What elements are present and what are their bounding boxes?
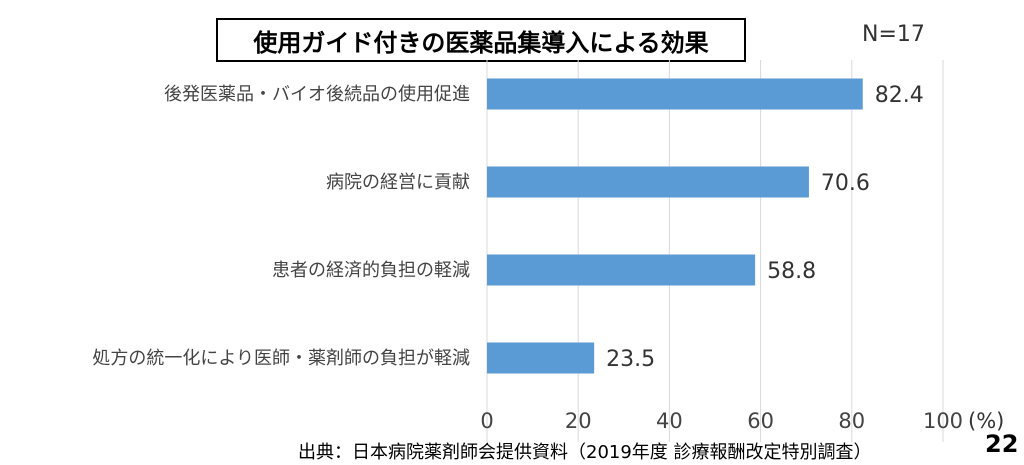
x-tick-label: 20: [565, 409, 592, 433]
x-tick-label: 100: [923, 409, 963, 433]
x-tick-label: 60: [747, 409, 774, 433]
x-unit-label: (%): [968, 409, 1004, 433]
x-tick-label: 80: [838, 409, 865, 433]
bar: [487, 78, 863, 110]
data-label: 58.8: [767, 259, 816, 284]
page-number: 22: [985, 430, 1019, 458]
data-label: 70.6: [821, 171, 870, 196]
x-tick-label: 40: [656, 409, 683, 433]
category-label: 患者の経済的負担の軽減: [272, 260, 470, 281]
category-label: 後発医薬品・バイオ後続品の使用促進: [164, 84, 470, 105]
bar: [487, 254, 756, 286]
category-label: 病院の経営に貢献: [326, 172, 470, 193]
data-label: 23.5: [606, 347, 655, 372]
sample-size-label: N=17: [862, 22, 925, 47]
bar: [487, 166, 809, 198]
category-label: 処方の統一化により医師・薬剤師の負担が軽減: [92, 348, 470, 369]
bar: [487, 342, 595, 374]
data-label: 82.4: [875, 83, 924, 108]
chart-title: 使用ガイド付きの医薬品集導入による効果: [216, 18, 746, 62]
source-note: 出典：日本病院薬剤師会提供資料（2019年度 診療報酬改定特別調査）: [298, 442, 872, 463]
x-tick-label: 0: [480, 409, 493, 433]
